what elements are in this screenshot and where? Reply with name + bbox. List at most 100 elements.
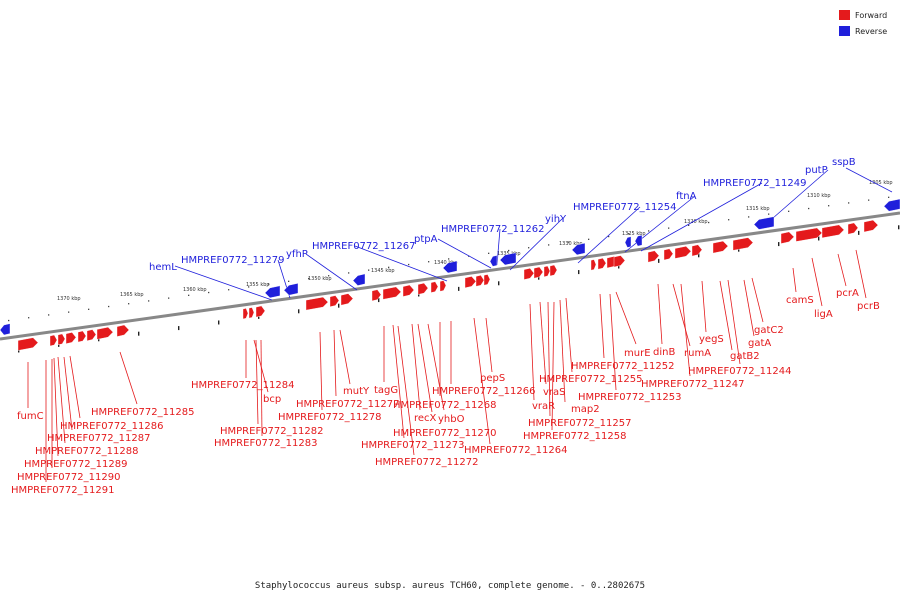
reverse-gene — [489, 255, 498, 267]
leader-line — [764, 169, 829, 226]
tick-label: 1355 kbp — [246, 282, 270, 288]
gene-label-reverse: HMPREF0772_11279 — [181, 255, 284, 266]
label-leader-lines — [27, 167, 893, 482]
tick-labels: 1370 kbp 1365 kbp 1360 kbp 1355 kbp 1350… — [57, 180, 893, 302]
forward-gene — [613, 255, 626, 268]
forward-gene — [329, 295, 340, 308]
forward-gene — [523, 268, 535, 280]
axis-dot — [328, 275, 330, 277]
gene-label-reverse: yihY — [545, 214, 567, 225]
forward-gene — [96, 326, 114, 340]
axis-tick-mark — [698, 253, 700, 258]
gene-label-forward: pcrA — [836, 288, 859, 299]
gene-label-forward: HMPREF0772_11255 — [539, 374, 642, 385]
leader-line — [855, 249, 867, 299]
gene-label-forward: HMPREF0772_11287 — [47, 433, 150, 444]
forward-gene — [371, 289, 382, 302]
leader-line — [640, 182, 763, 252]
forward-gene — [77, 330, 87, 343]
tick-label: 1340 kbp — [434, 260, 458, 266]
axis-dot — [48, 314, 50, 316]
gene-label-forward: HMPREF0772_11288 — [35, 446, 138, 457]
gene-label-forward: vraR — [532, 401, 555, 412]
axis-dot — [28, 317, 30, 319]
axis-tick-mark — [98, 337, 100, 342]
leader-line — [539, 301, 547, 385]
reverse-gene-labels: hemL HMPREF0772_11279 yfhP HMPREF0772_11… — [149, 157, 856, 273]
gene-label-forward: HMPREF0772_11277 — [296, 399, 399, 410]
axis-dot — [208, 291, 210, 294]
gene-label-reverse: putP — [805, 165, 828, 176]
forward-gene — [242, 308, 249, 320]
forward-gene — [674, 246, 692, 259]
leader-line — [437, 238, 492, 269]
gene-label-forward: camS — [786, 295, 814, 306]
gene-label-reverse: ptpA — [414, 234, 438, 245]
axis-dot — [648, 230, 650, 232]
forward-gene — [248, 307, 255, 319]
axis-dot — [788, 210, 790, 212]
axis-dot — [848, 202, 850, 204]
gene-label-forward: HMPREF0772_11244 — [688, 366, 791, 377]
gene-label-forward: yhbO — [438, 414, 465, 425]
gene-label-forward: HMPREF0772_11282 — [220, 426, 323, 437]
leader-line — [319, 331, 323, 411]
leader-line — [565, 297, 573, 373]
tick-label: 1305 kbp — [869, 180, 893, 186]
axis-tick-mark — [738, 247, 740, 252]
gene-label-forward: HMPREF0772_11285 — [91, 407, 194, 418]
axis-dot — [808, 207, 810, 210]
leader-line — [837, 253, 847, 287]
axis-dot — [388, 266, 390, 268]
reverse-gene — [352, 273, 366, 286]
axis-dot — [508, 249, 510, 252]
gene-label-forward: HMPREF0772_11257 — [528, 418, 631, 429]
gene-label-forward: gatB2 — [730, 351, 760, 362]
forward-gene — [663, 248, 674, 261]
gene-label-reverse: HMPREF0772_11262 — [441, 224, 544, 235]
axis-tick-mark — [498, 281, 500, 286]
gene-label-forward: HMPREF0772_11252 — [571, 361, 674, 372]
axis-dot — [728, 219, 730, 221]
axis-dot — [68, 311, 70, 313]
forward-gene — [543, 265, 551, 278]
tick-label: 1345 kbp — [371, 268, 395, 274]
tick-label: 1325 kbp — [622, 231, 646, 237]
legend-forward-swatch — [839, 10, 850, 20]
reverse-gene — [753, 216, 775, 230]
axis-tick-mark — [258, 314, 260, 319]
tick-label: 1350 kbp — [308, 276, 332, 282]
axis-tick-mark — [538, 275, 540, 280]
leader-line — [701, 280, 707, 333]
gene-label-forward: HMPREF0772_11258 — [523, 431, 626, 442]
gene-label-forward: yegS — [699, 334, 724, 345]
leader-line — [417, 323, 433, 413]
tick-label: 1320 kbp — [684, 219, 708, 225]
tick-label: 1330 kbp — [559, 241, 583, 247]
leader-line — [559, 299, 566, 403]
forward-gene — [402, 284, 415, 297]
gene-label-forward: gatA — [748, 338, 771, 349]
legend-reverse-swatch — [839, 26, 850, 36]
forward-gene — [732, 237, 754, 251]
forward-gene — [549, 264, 558, 277]
axis-dot — [868, 199, 870, 201]
reverse-gene — [283, 283, 299, 296]
leader-line — [174, 265, 273, 301]
leader-line — [845, 167, 893, 193]
gene-label-forward: dinB — [653, 347, 675, 358]
axis-dot — [228, 289, 230, 291]
axis-dot — [368, 269, 370, 271]
forward-gene — [821, 224, 845, 239]
forward-gene — [255, 305, 266, 318]
axis-tick-mark — [338, 303, 340, 308]
gene-label-forward: HMPREF0772_11286 — [60, 421, 163, 432]
reverse-gene — [571, 242, 586, 256]
leader-line — [63, 356, 73, 431]
leader-line — [811, 257, 823, 307]
gene-label-forward: HMPREF0772_11264 — [464, 445, 567, 456]
axis-dot — [128, 303, 130, 305]
reverse-gene — [883, 198, 900, 212]
axis-dot — [628, 233, 630, 235]
leader-line — [577, 206, 641, 264]
